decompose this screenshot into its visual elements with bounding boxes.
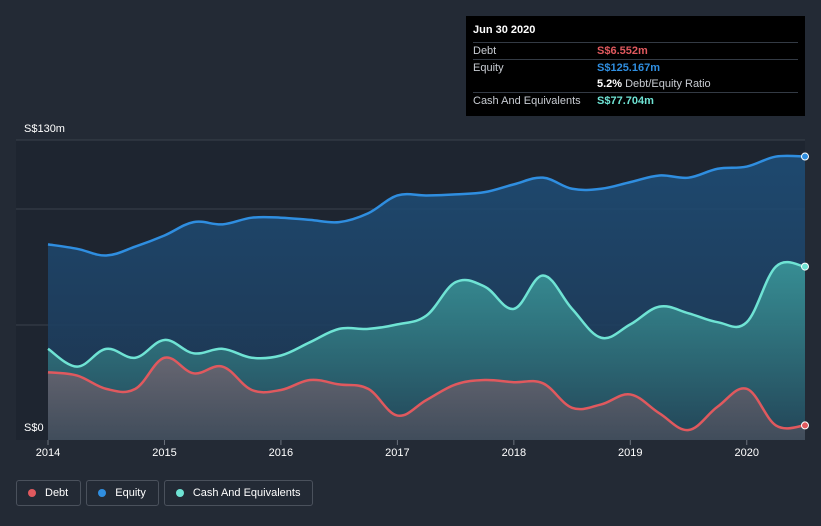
legend-item-equity[interactable]: Equity	[86, 480, 159, 506]
legend-dot-icon	[98, 489, 107, 497]
x-tick-label: 2014	[35, 447, 61, 459]
cash-and-equivalents-line	[47, 260, 806, 368]
tooltip-date: Jun 30 2020	[473, 24, 536, 36]
legend-dot-icon	[175, 489, 184, 497]
tooltip-row: Equity S$125.167m	[473, 59, 798, 76]
debt-end-marker	[801, 421, 809, 430]
x-tick-label: 2015	[152, 447, 177, 459]
legend-dot-icon	[28, 489, 36, 497]
tooltip-row-name: Equity	[473, 62, 504, 74]
legend-label: Cash And Equivalents	[192, 487, 301, 499]
cash-and-equivalents-end-marker	[801, 262, 809, 271]
legend-item-debt[interactable]: Debt	[16, 480, 82, 506]
x-tick-label: 2019	[618, 447, 643, 459]
chart-legend: Debt Equity Cash And Equivalents	[16, 480, 314, 506]
y-tick-label-top: S$130m	[24, 123, 65, 135]
tooltip-row-value: S$6.552m	[597, 45, 648, 57]
equity-line	[47, 154, 806, 257]
equity-end-marker	[801, 152, 809, 161]
y-tick-label-zero: S$0	[24, 422, 44, 434]
tooltip-row-name	[473, 76, 597, 92]
tooltip-row-value: S$77.704m	[597, 95, 654, 107]
legend-label: Equity	[115, 487, 146, 499]
tooltip-row-name: Debt	[473, 45, 497, 57]
legend-label: Debt	[45, 487, 69, 499]
tooltip-row: Debt S$6.552m	[473, 42, 798, 59]
chart-tooltip: Jun 30 2020 Debt S$6.552m Equity S$125.167m…	[466, 16, 805, 116]
tooltip-row-value: 5.2%	[597, 78, 623, 90]
x-tick-label: 2016	[268, 447, 294, 459]
x-tick-label: 2018	[501, 447, 527, 459]
legend-item-cash-and-equivalents[interactable]: Cash And Equivalents	[163, 480, 314, 506]
tooltip-row-extra: Debt/Equity Ratio	[625, 78, 711, 90]
tooltip-row-value: S$125.167m	[597, 62, 660, 74]
tooltip-row: Cash And Equivalents S$77.704m	[473, 92, 798, 109]
tooltip-row: 5.2% Debt/Equity Ratio	[473, 76, 798, 92]
debt-line	[47, 356, 806, 432]
x-tick-label: 2017	[385, 447, 410, 459]
tooltip-rows: Debt S$6.552m Equity S$125.167m 5.2% Debt/Equ…	[473, 42, 798, 109]
tooltip-row-name: Cash And Equivalents	[473, 95, 581, 107]
x-tick-label: 2020	[734, 447, 760, 459]
